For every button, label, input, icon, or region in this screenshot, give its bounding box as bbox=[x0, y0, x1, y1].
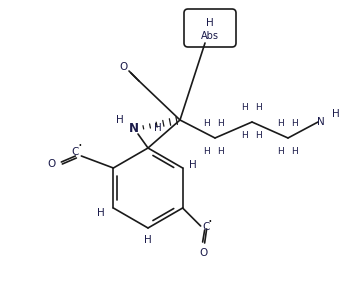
Text: H: H bbox=[204, 148, 210, 157]
Text: H: H bbox=[189, 160, 197, 170]
Text: H: H bbox=[240, 132, 247, 140]
Text: N: N bbox=[317, 117, 325, 127]
Text: H: H bbox=[255, 103, 261, 112]
Text: ·: · bbox=[207, 214, 212, 230]
Text: H: H bbox=[218, 148, 224, 157]
Text: ·: · bbox=[77, 139, 82, 155]
Text: H: H bbox=[144, 235, 152, 245]
Text: H: H bbox=[116, 115, 124, 125]
Text: H: H bbox=[240, 103, 247, 112]
Text: H: H bbox=[255, 132, 261, 140]
Text: H: H bbox=[218, 119, 224, 128]
Text: H: H bbox=[332, 109, 340, 119]
Text: H: H bbox=[291, 148, 297, 157]
Text: N: N bbox=[129, 121, 139, 135]
Text: Abs: Abs bbox=[201, 31, 219, 41]
Text: H: H bbox=[276, 148, 283, 157]
FancyBboxPatch shape bbox=[184, 9, 236, 47]
Text: H: H bbox=[154, 123, 162, 133]
Text: H: H bbox=[276, 119, 283, 128]
Text: H: H bbox=[98, 208, 105, 218]
Text: O: O bbox=[47, 159, 55, 169]
Text: C: C bbox=[72, 147, 79, 157]
Text: H: H bbox=[291, 119, 297, 128]
Text: O: O bbox=[120, 62, 128, 72]
Text: H: H bbox=[206, 18, 214, 28]
Text: C: C bbox=[202, 222, 209, 232]
Text: H: H bbox=[204, 119, 210, 128]
Text: O: O bbox=[200, 248, 208, 258]
